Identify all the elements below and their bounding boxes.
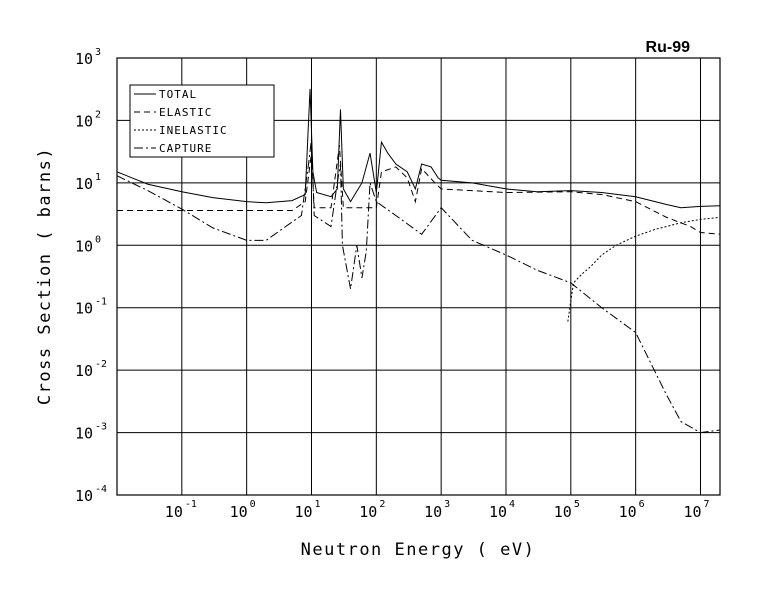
legend-label-elastic: ELASTIC (159, 106, 212, 119)
plot-frame (116, 57, 721, 496)
x-tick-label: 10 (424, 503, 442, 521)
y-tick-exponent: 3 (95, 47, 101, 58)
y-tick-label: 10 (75, 362, 93, 380)
legend-box (129, 84, 275, 158)
x-tick-exponent: -1 (185, 499, 197, 510)
y-tick-label: 10 (75, 300, 93, 318)
legend: TOTAL ELASTIC INELASTIC CAPTURE (129, 84, 275, 158)
legend-label-inelastic: INELASTIC (159, 124, 228, 137)
y-tick-label: 10 (75, 425, 93, 443)
y-tick-label: 10 (75, 175, 93, 193)
y-tick-label: 10 (75, 237, 93, 255)
x-tick-exponent: 5 (574, 499, 580, 510)
x-tick-label: 10 (230, 503, 248, 521)
y-tick-exponent: -4 (95, 484, 107, 495)
series-capture-line (117, 139, 720, 434)
y-tick-exponent: -3 (95, 422, 107, 433)
x-tick-exponent: 3 (444, 499, 450, 510)
series-inelastic-line (567, 216, 720, 322)
x-tick-exponent: 1 (314, 499, 320, 510)
series-layer (117, 88, 720, 434)
y-tick-label: 10 (75, 50, 93, 68)
y-tick-label: 10 (75, 487, 93, 505)
x-axis-label: Neutron Energy ( eV) (301, 540, 536, 560)
y-axis-label: Cross Section ( barns) (35, 147, 55, 405)
x-tick-label: 10 (489, 503, 507, 521)
chart-title: Ru-99 (646, 39, 691, 56)
y-tick-exponent: 2 (95, 109, 101, 120)
y-tick-exponent: -2 (95, 359, 107, 370)
y-tick-exponent: 0 (95, 234, 101, 245)
x-tick-exponent: 2 (379, 499, 385, 510)
x-tick-exponent: 6 (639, 499, 645, 510)
series-total-line (117, 88, 720, 209)
legend-label-total: TOTAL (159, 88, 197, 101)
x-tick-labels: 10 -1 10 0 10 1 10 2 10 3 10 4 10 5 10 6 10 7 (165, 499, 710, 521)
x-tick-exponent: 4 (509, 499, 515, 510)
x-tick-label: 10 (165, 503, 183, 521)
y-tick-exponent: -1 (95, 297, 107, 308)
x-tick-label: 10 (683, 503, 701, 521)
y-tick-label: 10 (75, 112, 93, 130)
x-tick-label: 10 (554, 503, 572, 521)
x-tick-exponent: 0 (250, 499, 256, 510)
y-tick-exponent: 1 (95, 172, 101, 183)
x-tick-label: 10 (619, 503, 637, 521)
x-tick-exponent: 7 (703, 499, 709, 510)
x-tick-label: 10 (359, 503, 377, 521)
series-elastic-line (117, 145, 720, 235)
legend-label-capture: CAPTURE (159, 142, 212, 155)
x-tick-label: 10 (294, 503, 312, 521)
